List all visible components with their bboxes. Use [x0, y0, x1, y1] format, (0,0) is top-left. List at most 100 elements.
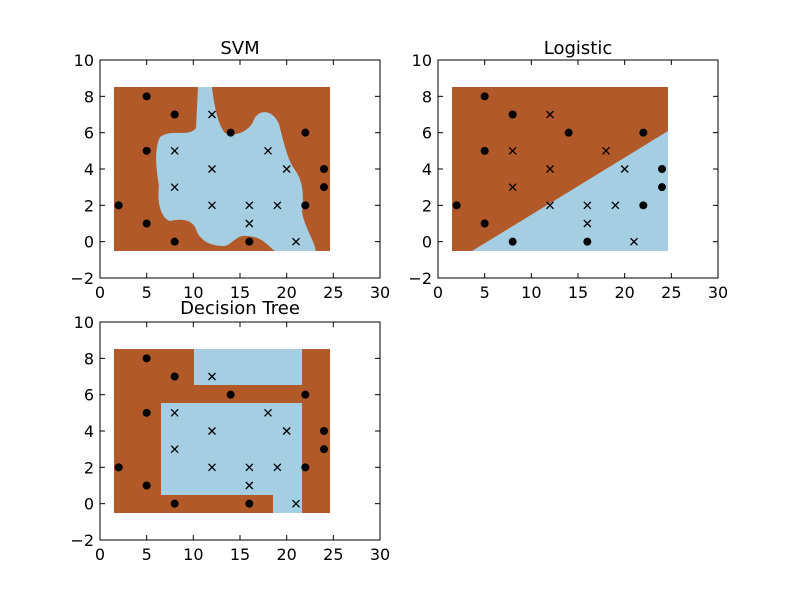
- x-tick-label: 5: [142, 545, 152, 564]
- x-tick-label: 20: [276, 545, 296, 564]
- x-tick-label: 25: [323, 283, 343, 302]
- y-tick-label: 2: [84, 458, 94, 477]
- data-point-cross: [546, 201, 554, 210]
- y-tick-label: 10: [74, 51, 94, 70]
- x-tick-label: 15: [568, 283, 588, 302]
- region-class-b: [194, 349, 302, 385]
- data-point-dot: [301, 390, 310, 399]
- y-tick-label: 4: [422, 160, 432, 179]
- data-point-dot: [170, 237, 179, 246]
- y-tick-label: 4: [84, 422, 94, 441]
- y-tick-label: 4: [84, 160, 94, 179]
- data-point-cross: [245, 219, 254, 228]
- data-point-dot: [583, 237, 592, 246]
- y-tick-label: 2: [84, 196, 94, 215]
- data-point-dot: [245, 499, 254, 508]
- data-point-cross: [282, 165, 291, 173]
- data-point-dot: [142, 219, 151, 228]
- data-point-cross: [208, 372, 216, 381]
- data-point-dot: [245, 237, 254, 246]
- x-tick-label: 30: [708, 283, 728, 302]
- data-point-dot: [142, 408, 151, 417]
- data-point-dot: [114, 463, 123, 472]
- x-tick-label: 25: [661, 283, 681, 302]
- data-point-dot: [320, 165, 328, 173]
- data-point-cross: [264, 146, 272, 155]
- data-point-cross: [273, 201, 282, 210]
- x-tick-label: 15: [230, 545, 250, 564]
- logistic-points: [452, 92, 666, 246]
- data-point-cross: [264, 408, 272, 417]
- x-tick-label: 25: [323, 545, 343, 564]
- data-point-dot: [564, 128, 573, 137]
- data-point-dot: [114, 201, 123, 210]
- data-point-dot: [301, 463, 310, 472]
- data-point-dot: [320, 445, 328, 454]
- data-point-cross: [208, 110, 216, 119]
- y-tick-label: 8: [422, 87, 432, 106]
- data-point-dot: [170, 372, 179, 381]
- data-point-dot: [142, 354, 151, 363]
- x-tick-label: 0: [95, 545, 105, 564]
- data-point-cross: [292, 499, 300, 508]
- data-point-dot: [639, 128, 648, 137]
- data-point-dot: [301, 201, 310, 210]
- data-point-cross: [245, 463, 254, 472]
- x-tick-label: 15: [230, 283, 250, 302]
- data-point-dot: [142, 92, 151, 101]
- data-point-dot: [480, 219, 489, 228]
- data-point-dot: [301, 128, 310, 137]
- y-tick-label: 6: [422, 124, 432, 143]
- data-point-cross: [208, 201, 216, 210]
- y-tick-label: −2: [70, 531, 94, 550]
- data-point-cross: [282, 427, 291, 435]
- data-point-dot: [639, 201, 648, 210]
- data-point-cross: [170, 146, 179, 155]
- x-tick-label: 10: [521, 283, 541, 302]
- data-point-cross: [508, 146, 517, 155]
- tree-points: [114, 354, 328, 508]
- data-point-dot: [142, 146, 151, 155]
- data-point-dot: [226, 128, 235, 137]
- x-tick-label: 0: [95, 283, 105, 302]
- region-class-b: [273, 495, 302, 513]
- y-tick-label: 10: [412, 51, 432, 70]
- data-point-cross: [602, 146, 610, 155]
- data-point-dot: [480, 92, 489, 101]
- x-tick-label: 5: [142, 283, 152, 302]
- data-point-cross: [546, 110, 554, 119]
- y-tick-label: 10: [74, 313, 94, 332]
- data-point-cross: [611, 201, 620, 210]
- data-point-cross: [583, 201, 592, 210]
- data-point-cross: [245, 201, 254, 210]
- svm-points: [114, 92, 328, 246]
- data-point-dot: [226, 390, 235, 399]
- data-point-cross: [546, 165, 554, 173]
- data-point-dot: [142, 481, 151, 490]
- x-tick-label: 30: [370, 545, 390, 564]
- data-point-cross: [583, 219, 592, 228]
- region-class-b: [161, 403, 302, 495]
- data-point-dot: [658, 183, 666, 192]
- data-point-cross: [508, 183, 517, 192]
- chart-title: Logistic: [544, 38, 612, 59]
- x-tick-label: 5: [480, 283, 490, 302]
- chart-title: Decision Tree: [180, 298, 300, 319]
- data-point-dot: [508, 237, 517, 246]
- data-point-dot: [170, 499, 179, 508]
- data-point-cross: [208, 165, 216, 173]
- data-point-cross: [208, 427, 216, 435]
- data-point-dot: [480, 146, 489, 155]
- data-point-cross: [170, 183, 179, 192]
- x-tick-label: 20: [276, 283, 296, 302]
- data-point-dot: [320, 427, 328, 435]
- y-tick-label: −2: [70, 269, 94, 288]
- data-point-dot: [320, 183, 328, 192]
